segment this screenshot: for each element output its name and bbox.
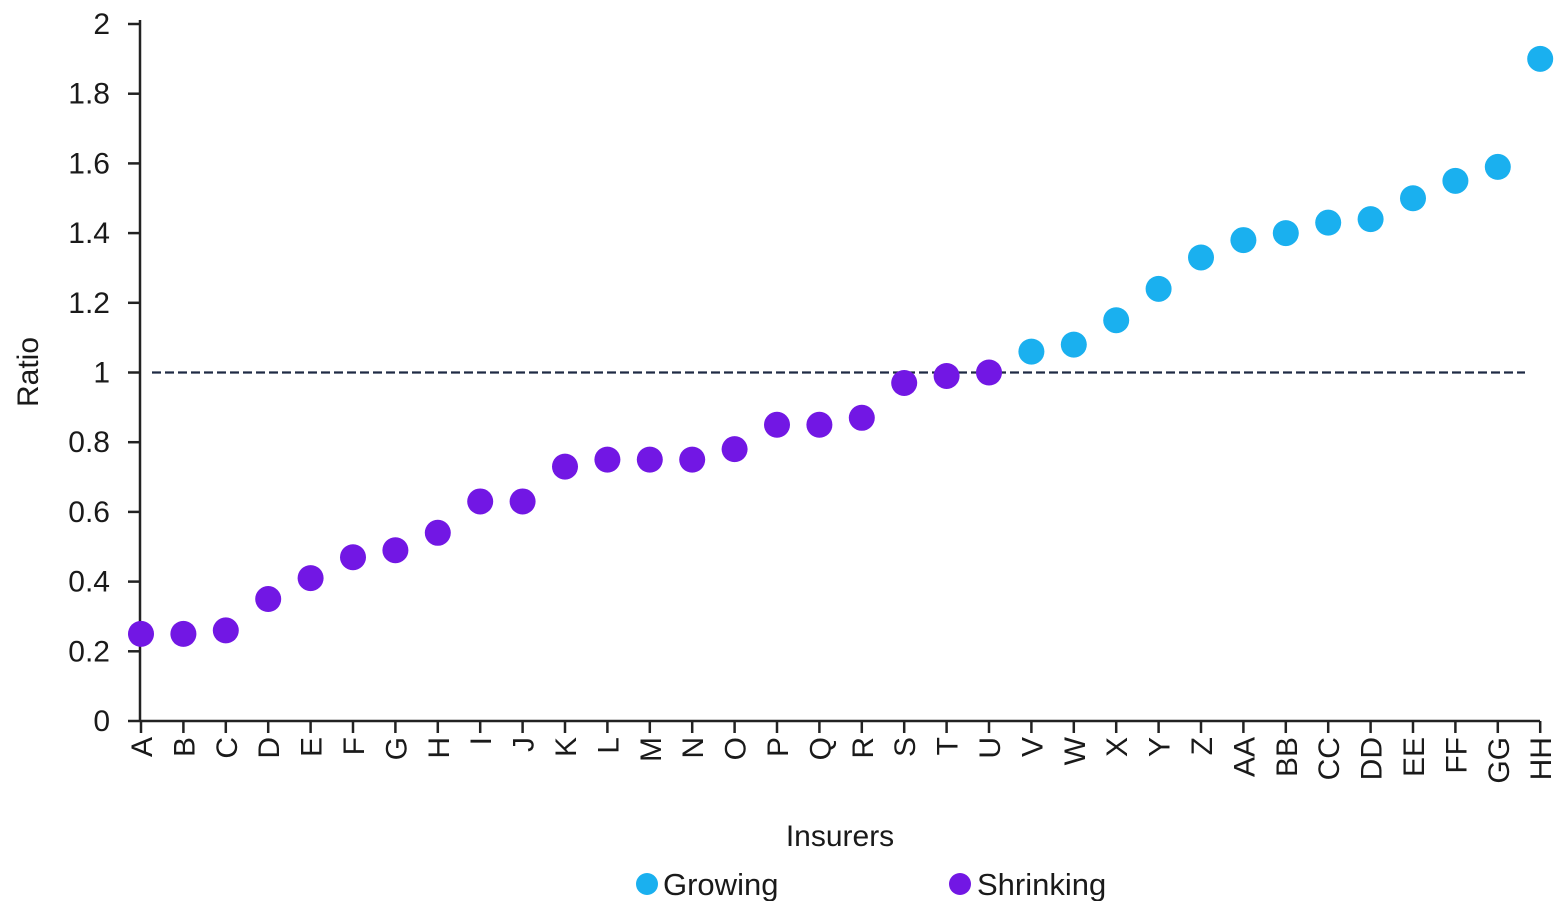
x-tick-label: FF: [1440, 737, 1473, 774]
y-tick-label: 0.4: [68, 566, 110, 599]
x-tick-label: CC: [1313, 737, 1346, 780]
point-shrinking-g: [382, 537, 409, 564]
x-tick-label: F: [338, 737, 371, 755]
point-shrinking-k: [552, 453, 578, 480]
x-tick-label: C: [211, 737, 244, 759]
x-tick-label: R: [847, 737, 880, 759]
point-shrinking-e: [297, 565, 324, 592]
point-shrinking-b: [170, 620, 197, 647]
x-tick-label: Y: [1144, 737, 1177, 757]
x-tick-label: X: [1101, 737, 1134, 757]
y-tick-label: 0.2: [68, 635, 110, 668]
x-tick-label: I: [465, 737, 498, 745]
point-shrinking-i: [467, 488, 494, 515]
point-shrinking-s: [891, 369, 918, 396]
legend-label-growing: Growing: [663, 867, 778, 901]
point-shrinking-t: [933, 362, 960, 389]
point-shrinking-u: [976, 359, 1002, 386]
point-shrinking-o: [721, 436, 748, 463]
point-shrinking-j: [509, 488, 536, 515]
y-tick-label: 0.8: [68, 426, 110, 459]
point-shrinking-c: [212, 617, 239, 644]
data-points: [128, 45, 1554, 647]
y-tick-label: 1: [93, 357, 110, 390]
x-tick-label: O: [720, 737, 753, 760]
point-shrinking-n: [679, 446, 706, 473]
point-shrinking-p: [764, 411, 790, 438]
legend-marker-shrinking: [949, 873, 971, 895]
y-tick-label: 1.8: [68, 78, 110, 111]
x-tick-label: GG: [1483, 737, 1516, 784]
point-growing-x: [1103, 307, 1130, 334]
point-growing-dd: [1357, 206, 1384, 233]
point-growing-hh: [1527, 45, 1554, 72]
point-growing-bb: [1272, 220, 1299, 247]
x-axis-title: Insurers: [786, 820, 894, 853]
x-tick-label: B: [168, 737, 201, 757]
point-growing-y: [1145, 275, 1172, 302]
x-tick-label: N: [677, 737, 710, 759]
x-axis: A B C D E F G H I J K L M N O P Q R S T U V W X Y Z AA BB CC DD EE FF GG…: [126, 719, 1557, 784]
point-shrinking-m: [636, 446, 663, 473]
point-shrinking-a: [128, 620, 154, 647]
x-tick-label: G: [380, 737, 413, 760]
x-tick-label: S: [889, 737, 922, 757]
x-tick-label: E: [296, 737, 329, 757]
y-tick-label: 1.6: [68, 147, 110, 180]
x-tick-label: P: [762, 737, 795, 757]
x-tick-label: H: [423, 737, 456, 759]
point-shrinking-f: [340, 544, 366, 571]
x-tick-label: K: [550, 737, 583, 757]
point-growing-ff: [1442, 167, 1469, 194]
x-tick-label: W: [1059, 736, 1092, 765]
point-growing-ee: [1400, 185, 1426, 212]
y-tick-label: 1.4: [68, 217, 110, 250]
x-tick-label: T: [932, 737, 965, 755]
x-tick-label: U: [974, 737, 1007, 759]
y-tick-label: 2: [93, 8, 110, 41]
point-shrinking-r: [848, 404, 875, 431]
x-tick-label: D: [253, 737, 286, 759]
x-tick-label: V: [1016, 737, 1049, 757]
point-growing-w: [1060, 331, 1087, 358]
point-shrinking-d: [255, 586, 282, 613]
x-tick-label: BB: [1271, 737, 1304, 777]
y-tick-label: 0.6: [68, 496, 110, 529]
x-tick-label: L: [592, 737, 625, 754]
point-growing-v: [1018, 338, 1045, 365]
legend-label-shrinking: Shrinking: [977, 867, 1106, 901]
point-growing-cc: [1315, 209, 1342, 236]
point-shrinking-h: [424, 519, 451, 546]
legend: Growing Shrinking: [636, 867, 1106, 902]
x-tick-label: AA: [1228, 737, 1261, 777]
x-tick-label: HH: [1525, 737, 1557, 780]
x-tick-label: A: [126, 737, 159, 757]
x-tick-label: DD: [1356, 737, 1389, 780]
point-growing-aa: [1230, 227, 1257, 254]
point-growing-z: [1188, 244, 1214, 271]
y-axis-title: Ratio: [12, 337, 45, 407]
y-tick-label: 1.2: [68, 287, 110, 320]
x-tick-label: EE: [1398, 737, 1431, 777]
legend-marker-growing: [636, 873, 658, 895]
point-growing-gg: [1484, 153, 1511, 180]
point-shrinking-q: [806, 411, 833, 438]
y-tick-label: 0: [93, 705, 110, 738]
x-tick-label: Q: [804, 737, 837, 760]
x-tick-label: Z: [1186, 737, 1219, 755]
point-shrinking-l: [594, 446, 621, 473]
x-tick-label: M: [635, 737, 668, 762]
y-axis: 0 0.2 0.4 0.6 0.8 1 1.2 1.4 1.6 1.8 2: [68, 8, 142, 738]
x-tick-label: J: [508, 737, 541, 752]
